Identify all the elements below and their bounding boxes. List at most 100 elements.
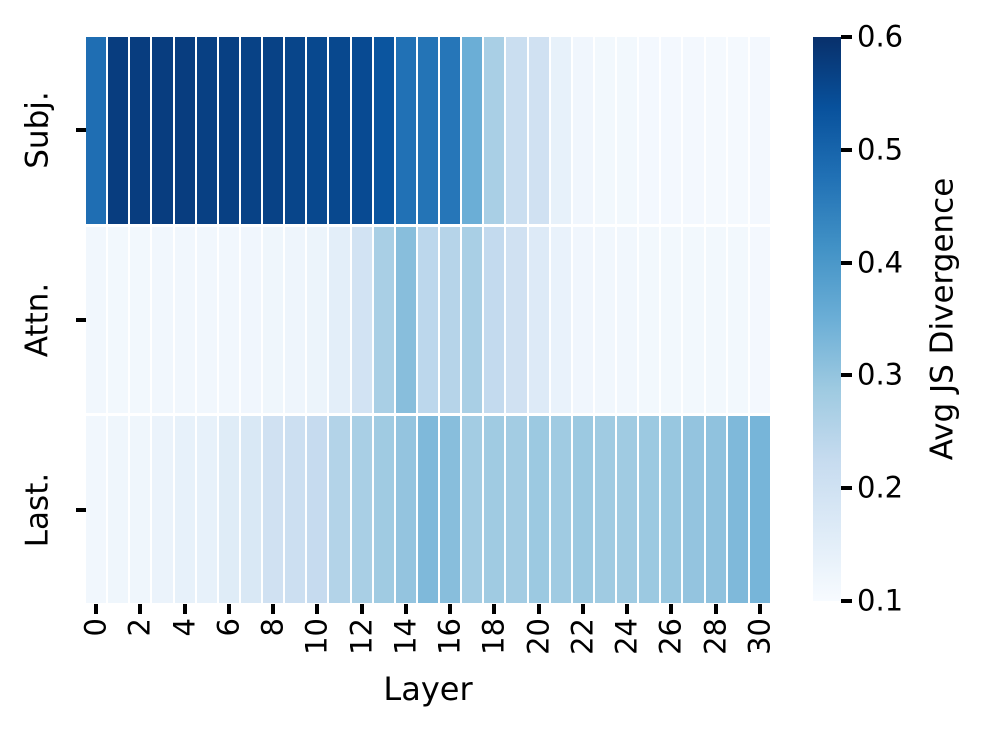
x-tick	[271, 604, 276, 614]
heatmap-cell	[506, 37, 527, 224]
heatmap-cell	[218, 226, 239, 414]
heatmap-cell	[727, 416, 748, 603]
x-tick-label: 2	[122, 618, 157, 637]
x-tick-label: 22	[565, 618, 600, 655]
heatmap-cell	[329, 226, 350, 414]
y-tick	[76, 318, 86, 322]
heatmap-cell	[661, 226, 682, 414]
heatmap-cell	[351, 416, 372, 603]
heatmap-cell	[705, 226, 726, 414]
heatmap-cell	[196, 416, 217, 603]
x-tick	[182, 604, 187, 614]
heatmap-cell	[152, 226, 173, 414]
colorbar-tick-label: 0.6	[857, 19, 904, 54]
heatmap-cell	[329, 416, 350, 603]
heatmap-cell	[130, 416, 151, 603]
heatmap-cell	[417, 226, 439, 414]
heatmap-cell	[108, 416, 129, 603]
x-tick	[757, 604, 762, 614]
x-tick	[403, 604, 408, 614]
x-tick-label: 16	[432, 618, 467, 655]
heatmap-cell	[108, 37, 129, 224]
x-tick-label: 14	[388, 618, 423, 655]
heatmap-cell	[639, 37, 660, 224]
heatmap-grid	[86, 37, 770, 603]
heatmap-cell	[594, 416, 616, 603]
heatmap-cell	[705, 37, 726, 224]
x-tick	[669, 604, 674, 614]
heatmap-cell	[506, 416, 527, 603]
x-tick	[315, 604, 320, 614]
heatmap-cell	[373, 37, 394, 224]
heatmap-cell	[484, 416, 505, 603]
x-tick	[448, 604, 453, 614]
x-tick	[94, 604, 99, 614]
heatmap-cell	[108, 226, 129, 414]
heatmap-cell	[240, 226, 262, 414]
heatmap-cell	[440, 37, 461, 224]
colorbar-tick-label: 0.2	[857, 470, 904, 505]
heatmap-cell	[639, 226, 660, 414]
heatmap-cell	[440, 226, 461, 414]
heatmap-cell	[351, 226, 372, 414]
heatmap-cell	[307, 226, 328, 414]
x-tick-label: 26	[653, 618, 688, 655]
heatmap-cell	[683, 226, 704, 414]
heatmap-cell	[152, 37, 173, 224]
x-tick-label: 24	[609, 618, 644, 655]
heatmap-cell	[395, 416, 416, 603]
heatmap-cell	[307, 37, 328, 224]
x-tick-label: 28	[698, 618, 733, 655]
heatmap-cell	[462, 226, 483, 414]
colorbar-tick	[841, 486, 852, 491]
colorbar-tick	[841, 260, 852, 265]
heatmap-cell	[550, 226, 571, 414]
heatmap-cell	[285, 226, 306, 414]
x-tick	[713, 604, 718, 614]
x-tick	[580, 604, 585, 614]
heatmap-cell	[395, 37, 416, 224]
heatmap-cell	[196, 226, 217, 414]
heatmap-cell	[174, 226, 195, 414]
heatmap-cell	[462, 416, 483, 603]
heatmap-cell	[285, 416, 306, 603]
heatmap-cell	[617, 226, 638, 414]
heatmap-cell	[196, 37, 217, 224]
heatmap-cell	[749, 226, 770, 414]
colorbar-tick-label: 0.4	[857, 245, 904, 280]
heatmap-cell	[218, 37, 239, 224]
colorbar-tick-label: 0.1	[857, 583, 904, 618]
heatmap-cell	[594, 37, 616, 224]
heatmap-cell	[462, 37, 483, 224]
x-tick	[625, 604, 630, 614]
heatmap-cell	[484, 226, 505, 414]
heatmap-cell	[683, 416, 704, 603]
heatmap-cell	[727, 37, 748, 224]
colorbar-tick	[841, 147, 852, 152]
heatmap-cell	[285, 37, 306, 224]
x-tick-label: 4	[167, 618, 202, 637]
heatmap-cell	[484, 37, 505, 224]
heatmap-cell	[86, 226, 107, 414]
heatmap-cell	[152, 416, 173, 603]
heatmap-cell	[572, 416, 593, 603]
x-tick	[226, 604, 231, 614]
colorbar-tick	[841, 599, 852, 603]
x-tick	[359, 604, 364, 614]
heatmap-cell	[240, 416, 262, 603]
heatmap-cell	[417, 37, 439, 224]
row-label-attn: Attn.	[19, 282, 56, 358]
heatmap-cell	[528, 416, 549, 603]
x-tick-label: 8	[255, 618, 290, 637]
y-tick	[76, 128, 86, 132]
heatmap-cell	[617, 37, 638, 224]
x-tick-label: 18	[476, 618, 511, 655]
heatmap-cell	[174, 37, 195, 224]
row-label-last: Last.	[19, 472, 56, 548]
heatmap-cell	[329, 37, 350, 224]
y-tick	[76, 508, 86, 512]
heatmap-cell	[218, 416, 239, 603]
heatmap-cell	[174, 416, 195, 603]
heatmap-cell	[263, 37, 284, 224]
